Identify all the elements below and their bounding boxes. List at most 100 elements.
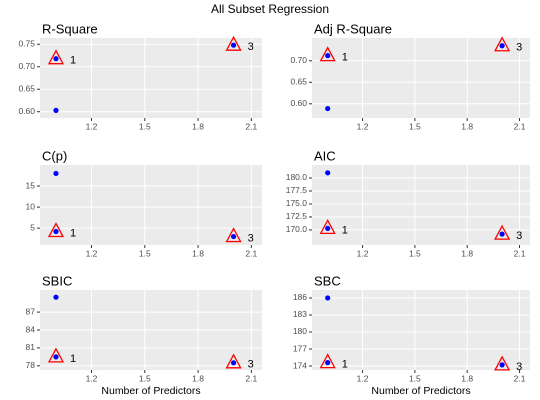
y-tick-label: 0.70: [18, 61, 35, 71]
point-label: 3: [248, 232, 254, 244]
y-tick-label: 0.70: [290, 55, 307, 65]
y-tick-label: 0.65: [290, 77, 307, 87]
x-tick-label: 2.1: [245, 248, 257, 258]
x-tick-label: 2.1: [245, 121, 257, 131]
point: [230, 42, 237, 48]
highlight-marker: [47, 222, 65, 238]
point: [230, 233, 237, 240]
y-tick-label: 170.0: [286, 224, 308, 234]
highlight-marker: [47, 347, 65, 363]
x-tick-label: 1.8: [461, 121, 473, 131]
highlight-marker: [319, 46, 336, 62]
x-tick-label: 1.2: [86, 121, 98, 131]
x-tick-label: 1.8: [461, 373, 473, 383]
y-tick-label: 78: [26, 360, 36, 370]
x-axis-label: Number of Predictors: [101, 385, 200, 397]
panel-title: Adj R-Square: [314, 21, 392, 36]
highlight-marker: [225, 35, 242, 51]
point: [230, 360, 237, 366]
point: [325, 105, 331, 112]
y-tick-label: 172.5: [286, 211, 308, 221]
y-tick-label: 174: [293, 360, 307, 370]
point-label: 3: [516, 361, 522, 373]
point-label: 1: [70, 353, 76, 365]
x-tick-label: 1.5: [409, 248, 421, 258]
point-label: 1: [70, 55, 76, 67]
x-tick-label: 1.2: [86, 373, 98, 383]
point-label: 3: [516, 42, 522, 54]
y-tick-label: 180.0: [286, 172, 308, 182]
highlight-marker: [494, 355, 511, 371]
y-tick-label: 0.60: [290, 98, 307, 108]
panel: [40, 38, 262, 118]
panel-title: SBC: [314, 273, 341, 288]
x-tick-label: 1.2: [86, 248, 98, 258]
y-tick-label: 175.0: [286, 198, 308, 208]
point: [53, 170, 59, 177]
x-tick-label: 2.1: [514, 373, 526, 383]
highlight-marker: [47, 49, 65, 65]
x-tick-label: 1.2: [357, 373, 369, 383]
x-tick-label: 1.5: [409, 373, 421, 383]
point: [53, 294, 59, 300]
panel-title: SBIC: [42, 273, 72, 288]
panel: [312, 38, 530, 118]
panel: [312, 290, 530, 370]
highlight-marker: [225, 353, 242, 369]
highlight-marker: [319, 353, 336, 369]
highlight-marker: [494, 36, 511, 52]
point: [499, 43, 505, 49]
y-tick-label: 186: [293, 292, 307, 302]
y-tick-label: 0.65: [18, 83, 35, 93]
panel-title: C(p): [42, 148, 67, 163]
point: [325, 225, 331, 231]
x-tick-label: 1.8: [192, 248, 204, 258]
point: [325, 360, 331, 366]
point-label: 3: [248, 41, 254, 53]
y-tick-label: 15: [26, 180, 36, 190]
point: [325, 170, 331, 176]
x-tick-label: 1.2: [357, 121, 369, 131]
x-tick-label: 1.5: [139, 373, 151, 383]
x-tick-label: 1.5: [139, 248, 151, 258]
x-tick-label: 1.8: [461, 248, 473, 258]
y-tick-label: 177.5: [286, 185, 308, 195]
point-label: 1: [342, 359, 348, 371]
x-tick-label: 1.5: [139, 121, 151, 131]
highlight-marker: [319, 219, 336, 235]
point: [53, 107, 59, 113]
x-tick-label: 2.1: [514, 248, 526, 258]
y-tick-label: 87: [26, 306, 36, 316]
y-tick-label: 10: [26, 201, 36, 211]
point: [53, 354, 59, 360]
x-axis-label: Number of Predictors: [371, 385, 470, 397]
point-label: 1: [342, 52, 348, 64]
x-tick-label: 1.5: [409, 121, 421, 131]
point-label: 1: [342, 224, 348, 236]
panel: [40, 165, 262, 245]
y-tick-label: 180: [293, 326, 307, 336]
x-tick-label: 1.2: [357, 248, 369, 258]
panel-title: AIC: [314, 148, 336, 163]
y-tick-label: 5: [30, 222, 35, 232]
y-tick-label: 177: [293, 343, 307, 353]
y-tick-label: 0.60: [18, 106, 35, 116]
x-tick-label: 2.1: [514, 121, 526, 131]
x-tick-label: 1.8: [192, 373, 204, 383]
point: [53, 56, 59, 62]
point: [499, 231, 505, 237]
point: [325, 295, 331, 301]
y-tick-label: 0.75: [18, 39, 35, 49]
point: [53, 228, 59, 235]
y-tick-label: 183: [293, 309, 307, 319]
point-label: 1: [70, 227, 76, 239]
y-tick-label: 81: [26, 342, 36, 352]
x-tick-label: 2.1: [245, 373, 257, 383]
point-label: 3: [516, 230, 522, 242]
highlight-marker: [494, 224, 511, 240]
chart-title: All Subset Regression: [211, 2, 329, 16]
point: [325, 53, 331, 59]
panel-title: R-Square: [42, 21, 98, 36]
highlight-marker: [225, 227, 242, 243]
